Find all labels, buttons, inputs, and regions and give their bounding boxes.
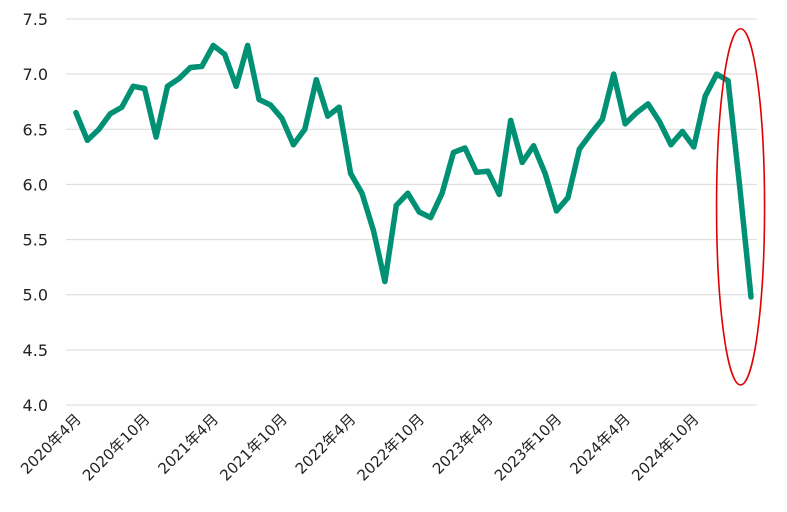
data-point: [496, 191, 503, 198]
data-point: [679, 128, 686, 135]
x-tick-label: 2022年10月: [354, 410, 428, 484]
data-point: [565, 194, 571, 201]
data-point: [622, 121, 628, 127]
data-point: [359, 190, 365, 196]
data-point: [73, 110, 79, 116]
data-point: [656, 118, 663, 125]
data-point: [279, 115, 285, 121]
data-point: [222, 51, 228, 57]
data-point: [508, 117, 514, 124]
series-line: [73, 42, 754, 300]
data-point: [107, 111, 114, 117]
y-tick-label: 7.5: [23, 10, 48, 29]
y-tick-label: 4.5: [23, 341, 48, 360]
data-point: [542, 170, 548, 177]
x-tick-label: 2021年10月: [216, 410, 290, 484]
data-point: [576, 146, 583, 152]
data-point: [748, 294, 754, 300]
data-point: [290, 142, 297, 148]
data-point: [176, 75, 182, 82]
data-point: [691, 144, 697, 150]
data-point: [553, 208, 560, 214]
data-point: [199, 63, 205, 70]
data-point: [530, 143, 537, 149]
x-tick-label: 2021年4月: [154, 410, 222, 478]
data-point: [645, 101, 651, 107]
data-point: [324, 113, 331, 119]
data-point: [370, 228, 377, 234]
x-tick-label: 2024年4月: [566, 410, 634, 478]
data-point: [313, 76, 319, 83]
x-tick-label: 2020年4月: [17, 410, 85, 478]
data-point: [427, 214, 434, 221]
data-point: [599, 116, 605, 123]
x-tick-label: 2023年10月: [491, 410, 565, 484]
data-point: [633, 110, 640, 116]
data-point: [519, 159, 525, 166]
data-point: [725, 78, 731, 84]
data-point: [668, 142, 674, 148]
data-point: [119, 104, 125, 110]
data-point: [233, 83, 239, 89]
data-point: [256, 96, 262, 103]
data-point: [713, 71, 720, 77]
y-tick-label: 6.0: [23, 175, 48, 194]
data-point: [702, 93, 708, 99]
x-tick-label: 2023年4月: [429, 410, 497, 478]
data-point: [164, 83, 171, 89]
data-point: [611, 71, 617, 77]
y-axis-ticks: 4.0 4.5 5.0 5.5 6.0 6.5 7.0 7.5: [23, 10, 48, 415]
data-point: [267, 102, 274, 108]
data-point: [736, 182, 743, 189]
data-point: [153, 134, 159, 140]
data-point: [588, 130, 594, 137]
y-tick-label: 7.0: [23, 65, 48, 84]
data-point: [302, 126, 308, 132]
data-point: [244, 42, 251, 49]
series-layer: [73, 42, 754, 300]
y-tick-label: 4.0: [23, 396, 48, 415]
x-tick-label: 2024年10月: [628, 410, 702, 484]
data-point: [473, 169, 480, 175]
data-point: [405, 190, 411, 196]
data-point: [84, 137, 91, 144]
data-point: [141, 85, 148, 92]
highlight-ellipse: [715, 27, 766, 386]
data-point: [439, 190, 445, 196]
data-point: [336, 104, 342, 110]
x-tick-label: 2022年4月: [292, 410, 360, 478]
data-point: [96, 126, 102, 132]
y-tick-label: 6.5: [23, 120, 48, 139]
data-point: [382, 278, 388, 285]
y-tick-label: 5.0: [23, 286, 48, 305]
data-point: [450, 149, 457, 156]
highlight-layer: [715, 27, 766, 386]
grid-lines: [66, 18, 757, 406]
data-point: [485, 168, 491, 174]
y-tick-label: 5.5: [23, 231, 48, 250]
data-point: [416, 209, 422, 215]
data-point: [210, 42, 216, 49]
data-point: [187, 64, 194, 71]
data-point: [393, 202, 400, 209]
data-point: [130, 83, 136, 89]
x-tick-label: 2020年10月: [79, 410, 153, 484]
data-point: [347, 170, 354, 177]
data-point: [462, 145, 468, 151]
